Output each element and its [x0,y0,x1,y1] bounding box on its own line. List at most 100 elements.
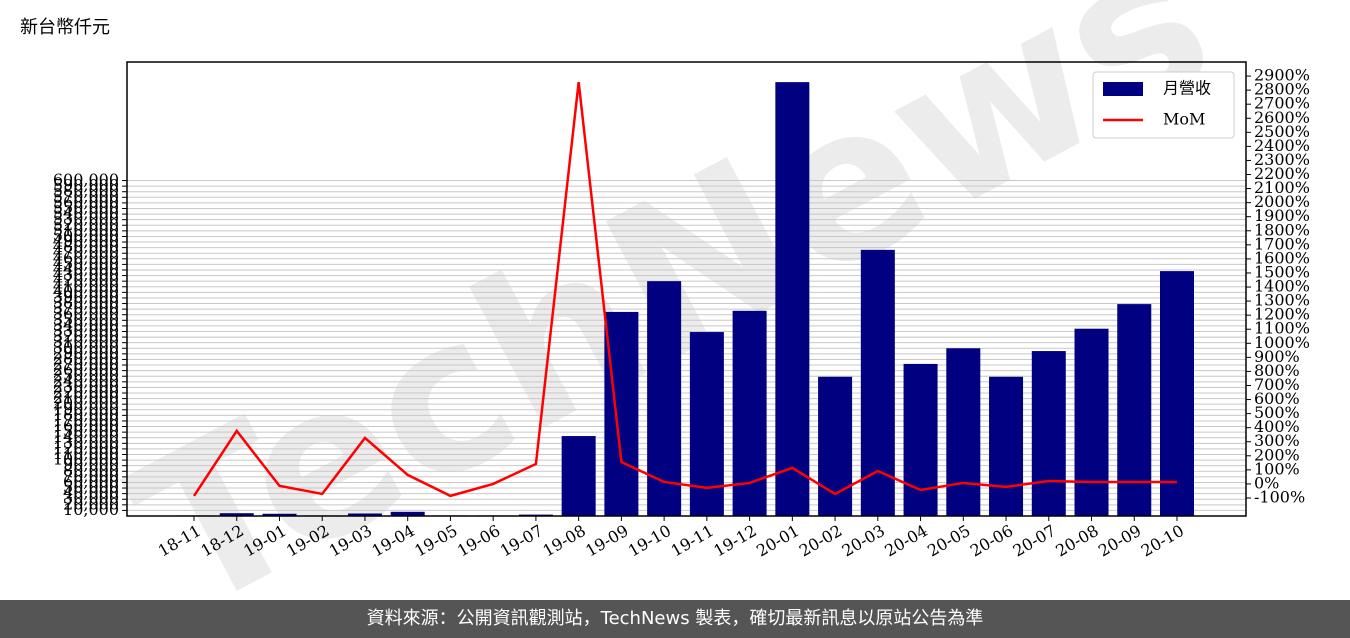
y-tick-label: 40,000 [63,483,119,502]
y2-tick-label: 2000% [1254,192,1310,211]
y2-tick-label: 2200% [1254,164,1310,183]
x-tick-label: 20-01 [753,521,802,561]
y-tick-label: 510,000 [53,220,119,239]
plot-frame [126,61,1247,517]
y2-tick-label: 2100% [1254,178,1310,197]
y2-tick-label: 1000% [1254,333,1310,352]
y-tick-label: 470,000 [53,243,119,262]
y-tick-label: 350,000 [53,310,119,329]
y-tick-label: 160,000 [53,416,119,435]
x-tick-label: 20-05 [924,521,973,561]
y-tick-label: 70,000 [63,466,119,485]
y-tick-label: 490,000 [53,232,119,251]
y-tick-label: 210,000 [53,388,119,407]
legend-label: 月營收 [1163,79,1211,98]
y-tick-label: 280,000 [53,349,119,368]
y2-tick-label: 1800% [1254,220,1310,239]
x-tick-label: 20-07 [1010,521,1059,561]
y-tick-label: 130,000 [53,433,119,452]
y-tick-label: 570,000 [53,187,119,206]
y-tick-label: 310,000 [53,332,119,351]
y2-tick-label: 200% [1254,445,1300,464]
y2-tick-label: 1900% [1254,206,1310,225]
y-tick-label: 340,000 [53,315,119,334]
x-tick-label: 19-08 [539,521,588,561]
legend-label: MoM [1163,110,1205,129]
y-tick-label: 460,000 [53,248,119,267]
bar [1117,304,1152,516]
y-tick-label: 190,000 [53,399,119,418]
y2-tick-label: 2400% [1254,136,1310,155]
bar [946,348,981,516]
bar [775,82,810,516]
y-tick-label: 120,000 [53,438,119,457]
y-tick-label: 600,000 [53,170,119,189]
bar [989,376,1024,516]
y-tick-label: 450,000 [53,254,119,273]
y2-tick-label: 2900% [1254,66,1310,85]
x-tick-label: 20-06 [967,521,1016,561]
x-tick-label: 20-09 [1095,521,1144,561]
bar [604,311,639,516]
y-tick-label: 520,000 [53,215,119,234]
y2-tick-label: 400% [1254,417,1300,436]
y-tick-label: 230,000 [53,377,119,396]
legend: 月營收 MoM [1092,71,1235,139]
y2-tick-label: 2800% [1254,80,1310,99]
bar [390,511,425,516]
y-tick-label: 150,000 [53,422,119,441]
y-tick-label: 200,000 [53,394,119,413]
footer-text: 資料來源：公開資訊觀測站，TechNews 製表，確切最新訊息以原站公告為準 [367,608,984,629]
y2-tick-label: 1100% [1254,319,1310,338]
bar [347,513,382,516]
y-tick-label: 370,000 [53,299,119,318]
y-tick-label: 480,000 [53,237,119,256]
x-tick-label: 19-11 [668,521,717,561]
y2-tick-label: 1200% [1254,305,1310,324]
line [192,81,1177,498]
y-tick-label: 300,000 [53,338,119,357]
y2-tick-label: 600% [1254,389,1300,408]
y-tick-label: 270,000 [53,355,119,374]
x-tick-label: 19-07 [497,521,546,561]
y-tick-label: 20,000 [63,494,119,513]
y-tick-label: 60,000 [63,472,119,491]
y-tick-label: 430,000 [53,265,119,284]
y-tick-label: 410,000 [53,276,119,295]
bar [262,513,297,516]
y-tick-label: 500,000 [53,226,119,245]
x-tick-label: 20-10 [1138,521,1187,561]
y-tick-label: 10,000 [63,500,119,519]
y-tick-label: 400,000 [53,282,119,301]
y-tick-label: 440,000 [53,259,119,278]
y-tick-label: 90,000 [63,455,119,474]
y-tick-label: 250,000 [53,366,119,385]
y2-tick-label: 1400% [1254,277,1310,296]
y2-tick-label: 700% [1254,375,1300,394]
y-tick-label: 180,000 [53,405,119,424]
bar [219,513,254,516]
y-tick-label: 170,000 [53,410,119,429]
y2-tick-label: 1600% [1254,248,1310,267]
y2-tick-label: 2700% [1254,94,1310,113]
y-tick-label: 50,000 [63,478,119,497]
y-tick-label: 220,000 [53,382,119,401]
bar [561,436,596,516]
y2-tick-label: 1700% [1254,234,1310,253]
bar [903,363,938,516]
y-tick-label: 530,000 [53,209,119,228]
y-axis-label: 新台幣仟元 [20,17,110,38]
y-tick-label: 590,000 [53,176,119,195]
x-tick-label: 19-12 [710,521,759,561]
y2-tick-label: 900% [1254,347,1300,366]
y2-tick-label: 2600% [1254,108,1310,127]
bar [1074,328,1109,516]
y-tick-label: 560,000 [53,192,119,211]
y-tick-label: 30,000 [63,489,119,508]
y-tick-label: 240,000 [53,371,119,390]
y2-tick-label: 300% [1254,431,1300,450]
x-tick-label: 20-02 [796,521,845,561]
bar [1160,271,1194,516]
x-tick-label: 19-10 [625,521,674,561]
